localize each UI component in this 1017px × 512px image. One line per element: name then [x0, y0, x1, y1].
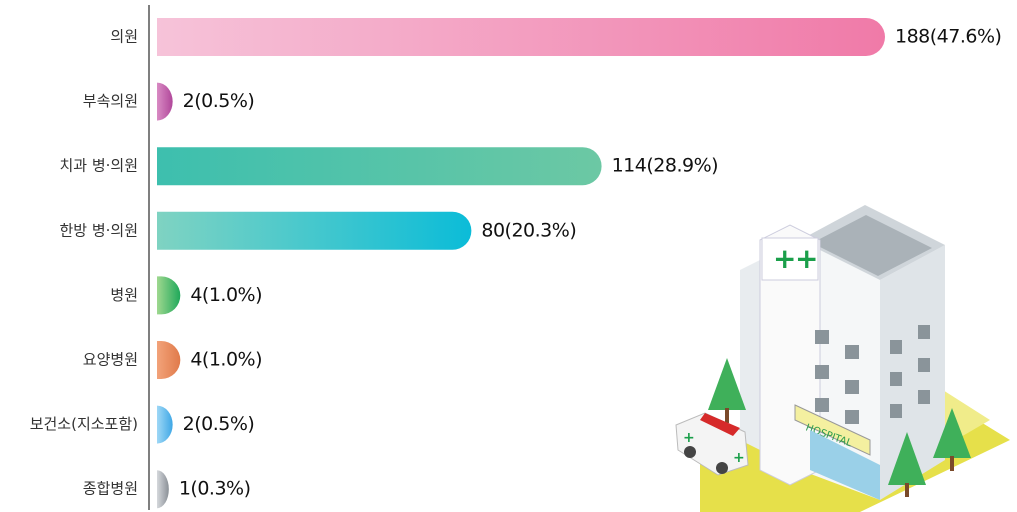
bar [157, 212, 471, 250]
svg-text:+: + [795, 242, 818, 275]
bar [157, 147, 602, 185]
svg-text:+: + [733, 450, 745, 466]
category-label: 부속의원 [83, 92, 138, 110]
value-label: 4(1.0%) [190, 284, 262, 306]
bar [157, 18, 885, 56]
category-label: 보건소(지소포함) [30, 415, 138, 433]
value-label: 4(1.0%) [190, 349, 262, 371]
bar [157, 276, 180, 314]
value-label: 2(0.5%) [183, 413, 255, 435]
svg-text:+: + [683, 430, 695, 446]
category-label: 병원 [110, 286, 138, 304]
category-label: 요양병원 [83, 351, 138, 369]
bar [157, 406, 173, 444]
category-label: 의원 [110, 28, 138, 46]
bar [157, 470, 169, 508]
value-label: 1(0.3%) [179, 478, 251, 500]
svg-text:+: + [773, 242, 796, 275]
bar [157, 83, 173, 121]
value-label: 2(0.5%) [183, 90, 255, 112]
value-label: 188(47.6%) [895, 26, 1001, 48]
bar [157, 341, 180, 379]
category-label: 치과 병·의원 [59, 157, 138, 175]
hospital-illustration: + + HOSPITAL + + [676, 205, 1010, 512]
value-label: 114(28.9%) [612, 155, 718, 177]
category-label: 종합병원 [83, 480, 138, 498]
category-label: 한방 병·의원 [59, 221, 138, 239]
value-label: 80(20.3%) [481, 219, 576, 241]
